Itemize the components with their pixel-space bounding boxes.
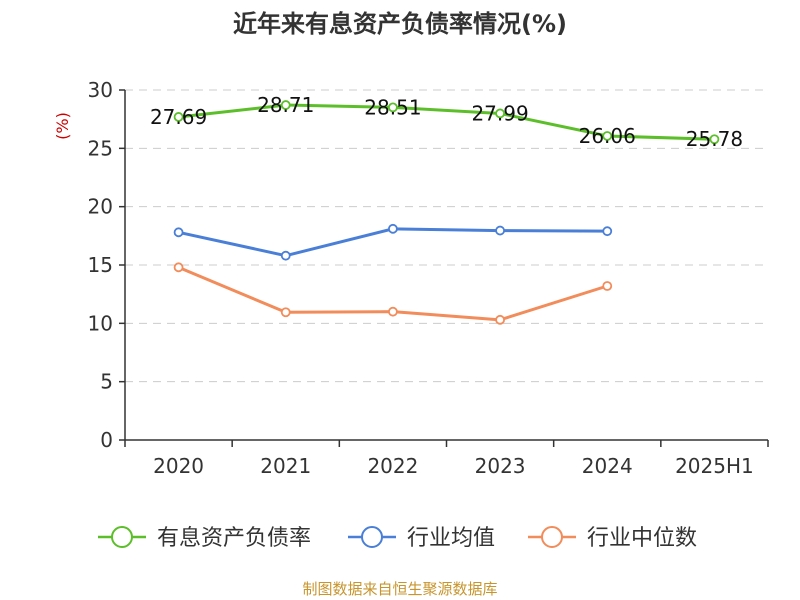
- data-point: [602, 281, 613, 291]
- chart-title: 近年来有息资产负债率情况(%): [233, 10, 567, 38]
- data-label: 28.71: [257, 93, 314, 117]
- legend-item-1[interactable]: 行业均值: [348, 526, 495, 551]
- data-point: [602, 131, 613, 141]
- data-point: [388, 102, 398, 113]
- data-point: [495, 108, 505, 119]
- y-tick-label: 10: [88, 311, 113, 335]
- data-point: [173, 227, 184, 238]
- legend-item-0[interactable]: 有息资产负债率: [98, 526, 311, 551]
- legend-label: 行业中位数: [587, 526, 697, 551]
- x-tick-label: 2021: [260, 454, 311, 478]
- x-tick-label: 2023: [475, 454, 526, 478]
- data-point: [280, 250, 291, 261]
- data-point: [280, 307, 291, 318]
- data-point: [173, 112, 184, 122]
- legend-marker: [541, 526, 563, 548]
- data-label: 28.51: [364, 95, 421, 119]
- y-tick-label: 30: [88, 78, 113, 102]
- data-point: [602, 226, 613, 237]
- legend-marker: [111, 526, 133, 548]
- data-point: [388, 223, 398, 234]
- data-point: [709, 134, 720, 145]
- data-labels: 27.69 28.71 28.51 27.99 26.06 25.78: [150, 93, 743, 151]
- data-label: 27.69: [150, 105, 207, 129]
- x-tick-label: 2022: [367, 454, 418, 478]
- data-point: [495, 314, 505, 325]
- data-point: [495, 225, 505, 236]
- series-line-0: [178, 103, 715, 141]
- legend-label: 有息资产负债率: [157, 526, 311, 551]
- data-point: [280, 100, 291, 110]
- x-tick-label: 2024: [582, 454, 633, 478]
- y-tick-label: 5: [100, 370, 113, 394]
- x-tick-label: 2025H1: [675, 454, 754, 478]
- legend-item-2[interactable]: 行业中位数: [528, 526, 697, 551]
- source-note: 制图数据来自恒生聚源数据库: [302, 580, 497, 598]
- y-tick-label: 25: [88, 136, 113, 160]
- legend-label: 行业均值: [407, 526, 495, 551]
- series-group: [173, 100, 720, 325]
- axes: 0 5 10 15 20 25 30 2020 2021 2022 2023 2024 2025H1: [88, 78, 769, 478]
- y-tick-label: 15: [88, 253, 113, 277]
- y-tick-label: 20: [88, 195, 113, 219]
- legend[interactable]: 有息资产负债率 行业均值 行业中位数: [98, 526, 697, 551]
- legend-marker: [361, 526, 383, 548]
- data-point: [173, 262, 184, 273]
- data-label: 27.99: [471, 101, 528, 125]
- y-tick-label: 0: [100, 428, 113, 452]
- y-axis-unit-label: (%): [53, 112, 72, 140]
- data-label: 25.78: [686, 127, 743, 151]
- grid-lines: [125, 89, 768, 383]
- data-point: [388, 306, 398, 317]
- x-tick-label: 2020: [153, 454, 204, 478]
- data-label: 26.06: [579, 124, 636, 148]
